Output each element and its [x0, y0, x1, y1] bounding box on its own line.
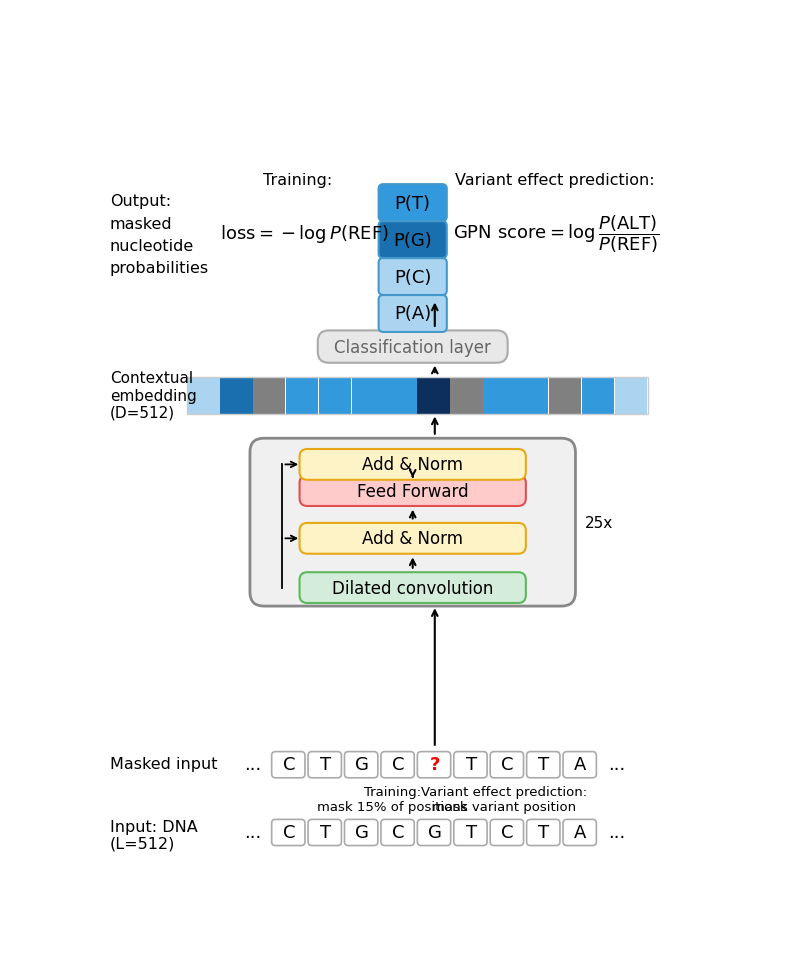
Bar [187, 377, 646, 414]
Text: G: G [354, 823, 368, 841]
Text: A: A [573, 755, 586, 773]
Text: C: C [500, 823, 513, 841]
Text: ...: ... [244, 755, 261, 773]
FancyBboxPatch shape [562, 752, 596, 778]
FancyBboxPatch shape [453, 752, 487, 778]
Bar [187, 396, 220, 414]
Bar [450, 378, 482, 396]
FancyBboxPatch shape [308, 752, 341, 778]
Text: Training:
mask 15% of positions: Training: mask 15% of positions [317, 785, 467, 813]
FancyBboxPatch shape [562, 820, 596, 846]
Text: G: G [427, 823, 441, 841]
Text: Classification layer: Classification layer [334, 338, 491, 357]
Text: Input: DNA
(L=512): Input: DNA (L=512) [110, 819, 197, 851]
Bar [286, 396, 318, 414]
Bar [384, 396, 416, 414]
Bar [417, 396, 449, 414]
Text: ...: ... [608, 823, 625, 841]
FancyBboxPatch shape [489, 752, 523, 778]
Text: 25x: 25x [584, 515, 612, 531]
Text: T: T [319, 755, 330, 773]
Text: C: C [282, 823, 295, 841]
FancyBboxPatch shape [378, 259, 446, 296]
Text: ...: ... [608, 755, 625, 773]
Text: $\mathrm{loss} = -\log P(\mathrm{REF})$: $\mathrm{loss} = -\log P(\mathrm{REF})$ [221, 223, 389, 245]
Bar [483, 378, 515, 396]
Text: Contextual
embedding
(D=512): Contextual embedding (D=512) [110, 371, 196, 420]
Bar [549, 378, 581, 396]
Bar [253, 396, 285, 414]
Text: P(T): P(T) [395, 194, 430, 212]
FancyBboxPatch shape [378, 222, 446, 259]
FancyBboxPatch shape [526, 820, 559, 846]
Text: ?: ? [429, 755, 439, 773]
Bar [187, 378, 220, 396]
Text: Variant effect prediction:
mask variant position: Variant effect prediction: mask variant … [421, 785, 587, 813]
FancyBboxPatch shape [249, 439, 575, 607]
FancyBboxPatch shape [299, 449, 525, 481]
Bar [351, 378, 383, 396]
FancyBboxPatch shape [417, 752, 450, 778]
FancyBboxPatch shape [299, 524, 525, 554]
Text: P(A): P(A) [394, 305, 431, 323]
Text: T: T [538, 755, 549, 773]
Text: P(G): P(G) [393, 232, 431, 249]
FancyBboxPatch shape [378, 296, 446, 332]
Bar [253, 378, 285, 396]
FancyBboxPatch shape [271, 820, 305, 846]
Bar [614, 396, 646, 414]
Bar [220, 378, 253, 396]
Bar [549, 396, 581, 414]
FancyBboxPatch shape [308, 820, 341, 846]
Bar [351, 396, 383, 414]
FancyBboxPatch shape [526, 752, 559, 778]
Text: Masked input: Masked input [110, 756, 217, 772]
FancyBboxPatch shape [271, 752, 305, 778]
Bar [450, 396, 482, 414]
Text: C: C [391, 823, 404, 841]
FancyBboxPatch shape [380, 820, 414, 846]
FancyBboxPatch shape [299, 573, 525, 604]
Text: P(C): P(C) [394, 269, 431, 286]
Text: T: T [465, 823, 476, 841]
Bar [483, 396, 515, 414]
Text: ...: ... [244, 823, 261, 841]
Text: A: A [573, 823, 586, 841]
Text: Add & Norm: Add & Norm [362, 530, 463, 548]
Text: C: C [282, 755, 295, 773]
Text: $\mathrm{GPN\ score} = \log \dfrac{P(\mathrm{ALT})}{P(\mathrm{REF})}$: $\mathrm{GPN\ score} = \log \dfrac{P(\ma… [452, 213, 658, 255]
Text: T: T [465, 755, 476, 773]
Bar [286, 378, 318, 396]
FancyBboxPatch shape [378, 185, 446, 222]
Text: Training:: Training: [263, 173, 332, 188]
Bar [516, 396, 548, 414]
Text: Feed Forward: Feed Forward [356, 482, 468, 500]
Text: T: T [538, 823, 549, 841]
Text: C: C [391, 755, 404, 773]
Bar [384, 378, 416, 396]
Text: Variant effect prediction:: Variant effect prediction: [455, 173, 654, 188]
Text: T: T [319, 823, 330, 841]
Bar [581, 378, 614, 396]
Bar [614, 378, 646, 396]
FancyBboxPatch shape [344, 820, 378, 846]
Text: C: C [500, 755, 513, 773]
FancyBboxPatch shape [299, 476, 525, 506]
Bar [516, 378, 548, 396]
Bar [581, 396, 614, 414]
FancyBboxPatch shape [344, 752, 378, 778]
Bar [417, 378, 449, 396]
FancyBboxPatch shape [318, 331, 507, 363]
FancyBboxPatch shape [453, 820, 487, 846]
Text: Output:
masked
nucleotide
probabilities: Output: masked nucleotide probabilities [110, 194, 209, 276]
FancyBboxPatch shape [417, 820, 450, 846]
Bar [220, 396, 253, 414]
FancyBboxPatch shape [380, 752, 414, 778]
Text: G: G [354, 755, 368, 773]
Bar [318, 396, 350, 414]
Text: Dilated convolution: Dilated convolution [331, 579, 492, 597]
Text: Add & Norm: Add & Norm [362, 456, 463, 474]
Bar [318, 378, 350, 396]
FancyBboxPatch shape [489, 820, 523, 846]
